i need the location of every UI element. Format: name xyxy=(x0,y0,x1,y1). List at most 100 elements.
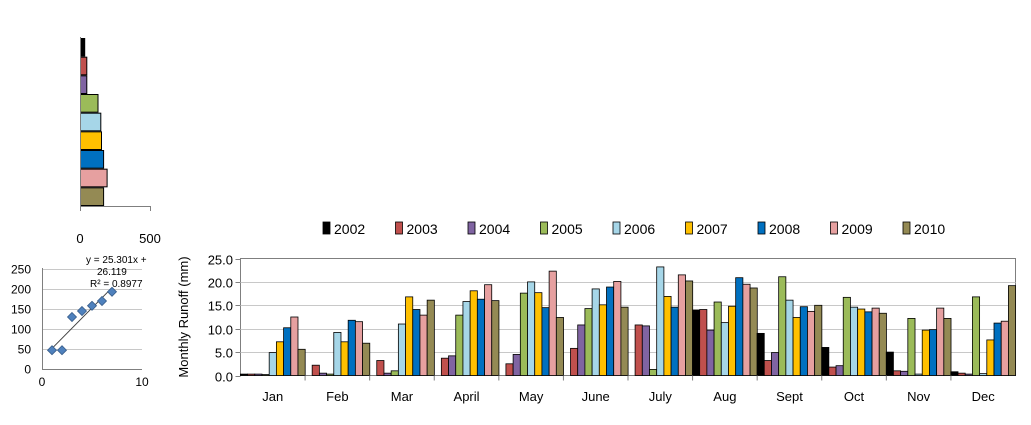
runoff-bar xyxy=(771,352,780,376)
runoff-bar xyxy=(699,309,708,376)
runoff-bar xyxy=(347,319,356,376)
hbar-bar xyxy=(80,94,99,113)
runoff-bar xyxy=(383,372,392,376)
runoff-bar xyxy=(842,296,851,376)
scatter-y-tick-label: 0 xyxy=(24,363,31,377)
scatter-x-tick-label: 0 xyxy=(39,375,46,389)
runoff-bar xyxy=(519,292,528,376)
runoff-bar xyxy=(491,300,500,376)
y-axis-label: Monthly Runoff (mm) xyxy=(176,256,191,377)
main-y-ticks: 0.0 5.0 10.0 15.0 20.0 25.0 xyxy=(208,253,241,385)
runoff-bar xyxy=(914,373,923,376)
legend-swatch xyxy=(612,221,621,235)
runoff-bar xyxy=(527,281,536,376)
runoff-bar xyxy=(476,298,485,376)
runoff-bar xyxy=(419,314,428,376)
legend-swatch xyxy=(902,221,911,235)
runoff-bar xyxy=(613,281,622,376)
runoff-bar xyxy=(584,308,593,376)
runoff-bar xyxy=(275,341,284,376)
scatter-y-ticks: 0 50 100 150 200 250 xyxy=(11,263,31,377)
legend-label: 2007 xyxy=(697,221,728,237)
runoff-bar xyxy=(333,332,342,376)
runoff-bar xyxy=(469,290,478,376)
legend-label: 2008 xyxy=(769,221,800,237)
runoff-bar xyxy=(670,306,679,376)
runoff-bar xyxy=(649,369,658,376)
runoff-bar xyxy=(778,276,787,376)
horizontal-bar-chart: 0 500 xyxy=(76,37,161,246)
runoff-bar xyxy=(713,301,722,376)
runoff-bar xyxy=(462,301,471,376)
runoff-bar xyxy=(412,309,421,376)
monthly-runoff-chart: 0.0 5.0 10.0 15.0 20.0 25.0 Jan Feb Mar April May… xyxy=(176,221,1017,404)
scatter-y-tick-label: 150 xyxy=(11,303,31,317)
runoff-bar xyxy=(548,270,557,376)
runoff-bar xyxy=(254,373,263,376)
legend-label: 2003 xyxy=(407,221,438,237)
runoff-bar xyxy=(885,351,894,376)
runoff-bar xyxy=(814,304,823,376)
runoff-bar xyxy=(534,292,543,376)
runoff-bar xyxy=(828,366,837,376)
runoff-bar xyxy=(972,296,981,376)
runoff-bar xyxy=(340,341,349,376)
runoff-bar xyxy=(311,364,320,376)
hbar-bars xyxy=(80,38,108,206)
runoff-bar xyxy=(929,329,938,376)
main-x-tick-label: April xyxy=(454,389,480,404)
runoff-bar xyxy=(634,324,643,376)
runoff-bar xyxy=(239,373,248,376)
scatter-x-tick-label: 10 xyxy=(135,375,149,389)
runoff-bar xyxy=(405,296,414,376)
main-x-tick-label: Aug xyxy=(713,389,736,404)
runoff-bar xyxy=(484,284,493,376)
legend-label: 2009 xyxy=(842,221,873,237)
runoff-bar xyxy=(555,317,564,376)
scatter-point xyxy=(56,345,68,356)
runoff-bar xyxy=(692,309,701,376)
runoff-bar xyxy=(440,357,449,376)
scatter-y-tick-label: 250 xyxy=(11,263,31,277)
runoff-bar xyxy=(742,283,751,376)
hbar-bar xyxy=(80,38,86,57)
trendline-equation: y = 25.301x + xyxy=(86,255,147,266)
runoff-bar xyxy=(577,324,586,376)
runoff-bar xyxy=(857,308,866,376)
legend: 2002 2003 2004 2005 2006 2007 2008 2009 2010 xyxy=(322,221,945,237)
runoff-bar xyxy=(570,347,579,376)
main-x-ticks: Jan Feb Mar April May June July Aug Sept Oct Nov De… xyxy=(262,375,995,404)
scatter-y-tick-label: 200 xyxy=(11,283,31,297)
runoff-bar xyxy=(426,299,435,376)
runoff-bar xyxy=(297,348,306,376)
r-squared-label: R² = 0.8977 xyxy=(90,279,143,290)
legend-label: 2002 xyxy=(334,221,365,237)
runoff-bar xyxy=(397,323,406,376)
runoff-bar xyxy=(1000,320,1009,376)
runoff-bar xyxy=(268,352,277,376)
main-y-tick-label: 0.0 xyxy=(215,370,233,385)
runoff-bar xyxy=(993,322,1002,376)
runoff-bar xyxy=(957,372,966,376)
legend-swatch xyxy=(322,221,331,235)
runoff-bar xyxy=(799,306,808,376)
runoff-bar xyxy=(376,360,385,376)
scatter-point xyxy=(66,311,78,323)
scatter-point xyxy=(106,286,118,297)
main-x-tick-label: Sept xyxy=(776,389,803,404)
runoff-bar xyxy=(290,316,299,376)
legend-label: 2006 xyxy=(624,221,655,237)
main-x-tick-label: May xyxy=(519,389,544,404)
scatter-point xyxy=(86,300,98,311)
runoff-bar xyxy=(850,306,859,376)
runoff-bar xyxy=(455,314,464,376)
runoff-bar xyxy=(792,317,801,376)
runoff-bar xyxy=(512,354,521,376)
runoff-bar xyxy=(878,312,887,376)
runoff-bar xyxy=(318,372,327,376)
legend-swatch xyxy=(757,221,766,235)
main-x-tick-label: Nov xyxy=(907,389,931,404)
runoff-bar xyxy=(362,342,371,376)
scatter-point xyxy=(46,345,58,356)
